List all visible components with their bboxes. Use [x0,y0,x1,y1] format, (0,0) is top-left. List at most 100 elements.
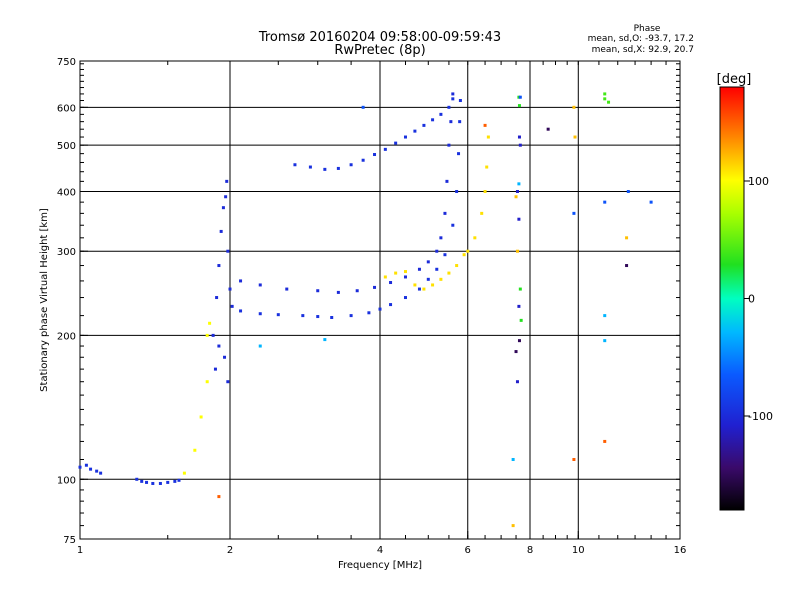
data-point [403,296,407,300]
data-point [225,179,229,183]
colorbar-ticks: 100 0 -100 [744,175,773,423]
data-point [336,290,340,294]
data-point [443,211,447,215]
y-tick-label: 500 [57,141,76,152]
x-tick-label: 8 [527,545,533,556]
data-point [439,112,443,116]
data-point [217,495,221,499]
data-point [158,481,162,485]
data-point [213,367,217,371]
data-point [573,135,577,139]
data-point [518,287,522,291]
phase-mean-o: mean, sd,O: -93.7, 17.2 [588,34,694,44]
data-point [518,143,522,147]
y-tick-label: 75 [63,535,76,546]
data-point [485,165,489,169]
y-axis-ticks: 75 100 200 300 400 500 600 750 [57,57,680,546]
data-point [519,318,523,322]
data-point [515,380,519,384]
data-point [316,289,320,293]
data-point [483,123,487,127]
data-point [230,304,234,308]
data-point [389,303,393,307]
data-point [517,217,521,221]
chart-subtitle: RwPretec (8p) [334,43,425,58]
data-point [99,471,103,475]
data-point [451,92,455,96]
data-point [394,141,398,145]
data-point [431,118,435,122]
data-point [462,253,466,257]
data-point [517,182,521,186]
y-tick-label: 400 [57,187,76,198]
data-point [285,287,289,291]
data-point [323,338,327,342]
data-point [211,333,215,337]
y-axis-label: Stationary phase Virtual Height [km] [39,208,50,392]
data-point [517,304,521,308]
data-point [607,100,611,104]
data-point [177,478,181,482]
y-tick-label: 750 [57,57,76,68]
data-point [457,152,461,156]
x-tick-label: 6 [465,545,471,556]
data-point [355,289,359,293]
data-point [78,465,82,469]
data-point [205,333,209,337]
data-point [208,321,212,325]
data-point [473,236,477,240]
data-point [572,457,576,461]
data-point [518,95,522,99]
data-point [166,480,170,484]
data-point [486,135,490,139]
data-point [193,448,197,452]
data-point [422,287,426,291]
data-point [145,480,149,484]
data-point [514,350,518,354]
data-point [84,463,88,467]
data-point [151,481,155,485]
data-point [426,277,430,281]
data-point [226,380,230,384]
data-point [383,147,387,151]
grid-lines [80,61,680,539]
y-tick-label: 300 [57,247,76,258]
data-point [443,253,447,257]
data-point [226,249,230,253]
y-tick-label: 100 [57,475,76,486]
phase-heading: Phase [634,24,661,34]
data-point [483,189,487,193]
data-point [603,339,607,343]
data-points [78,92,653,528]
data-point [173,479,177,483]
data-point [373,153,377,157]
data-point [417,267,421,271]
data-point [511,524,515,528]
data-point [603,314,607,318]
data-point [258,283,262,287]
data-point [447,143,451,147]
x-axis-label: Frequency [MHz] [338,560,422,571]
data-point [451,97,455,101]
chart-title: Tromsø 20160204 09:58:00-09:59:43 [258,30,501,45]
colorbar [719,86,745,511]
colorbar-tick-label: 0 [748,293,755,306]
data-point [447,271,451,275]
data-point [301,314,305,318]
data-point [626,189,630,193]
data-point [515,249,519,253]
data-point [451,223,455,227]
data-point [649,200,653,204]
data-point [258,344,262,348]
data-point [276,313,280,317]
data-point [316,315,320,319]
data-point [422,123,426,127]
x-axis-ticks: 1 2 4 6 8 10 16 [77,61,687,556]
data-point [383,275,387,279]
data-point [367,311,371,315]
data-point [89,467,93,471]
data-point [603,97,607,101]
x-tick-label: 16 [674,545,687,556]
data-point [215,296,219,300]
